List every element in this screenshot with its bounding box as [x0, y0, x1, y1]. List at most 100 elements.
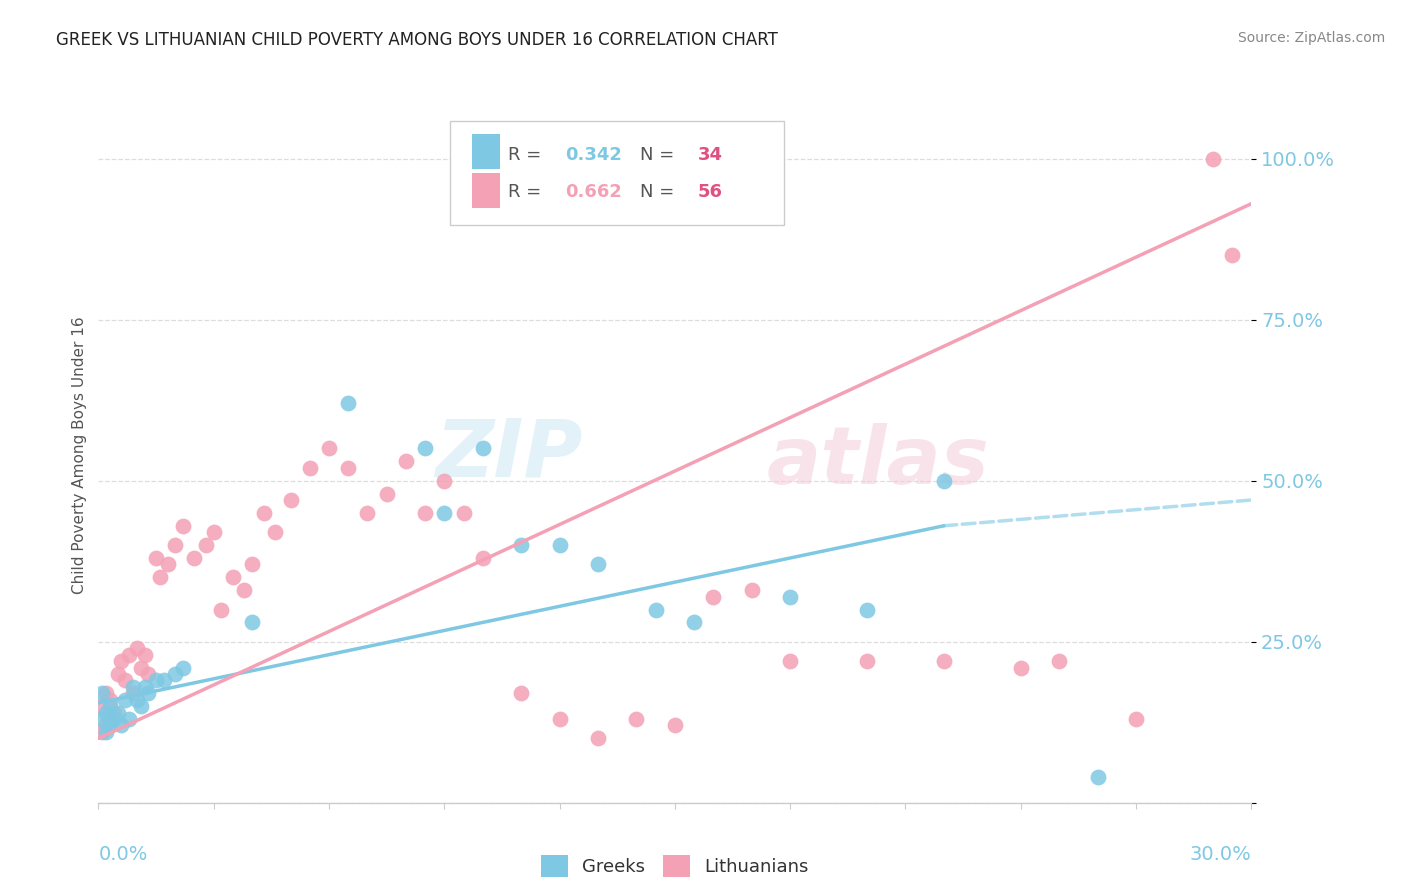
Text: GREEK VS LITHUANIAN CHILD POVERTY AMONG BOYS UNDER 16 CORRELATION CHART: GREEK VS LITHUANIAN CHILD POVERTY AMONG …: [56, 31, 778, 49]
Point: [195, 538, 218, 552]
Point: [110, 718, 132, 732]
Point: [98, 712, 121, 726]
Point: [1087, 770, 1109, 784]
Point: [413, 442, 436, 456]
Point: [129, 660, 152, 674]
Point: [548, 538, 571, 552]
Point: [626, 712, 648, 726]
Point: [134, 680, 156, 694]
Point: [1220, 248, 1243, 262]
Point: [453, 506, 475, 520]
Point: [318, 442, 340, 456]
Point: [91, 712, 114, 726]
Text: 34: 34: [697, 146, 723, 164]
Text: atlas: atlas: [768, 423, 990, 501]
Point: [145, 673, 167, 688]
Point: [356, 506, 378, 520]
Point: [375, 486, 398, 500]
Point: [1010, 660, 1032, 674]
Point: [138, 686, 160, 700]
Point: [165, 667, 187, 681]
Point: [152, 673, 174, 688]
Point: [172, 518, 194, 533]
Text: 0.662: 0.662: [565, 183, 623, 201]
Point: [98, 699, 121, 714]
Point: [172, 660, 194, 674]
FancyBboxPatch shape: [472, 134, 499, 169]
Point: [1125, 712, 1147, 726]
Point: [110, 654, 132, 668]
Point: [433, 506, 456, 520]
Text: ZIP: ZIP: [436, 416, 582, 494]
Text: 30.0%: 30.0%: [1189, 845, 1251, 863]
Point: [91, 686, 114, 700]
Point: [664, 718, 686, 732]
Point: [548, 712, 571, 726]
Point: [240, 558, 263, 572]
Point: [183, 551, 205, 566]
Point: [298, 460, 321, 475]
Point: [122, 680, 145, 694]
Point: [94, 725, 117, 739]
Point: [209, 602, 232, 616]
FancyBboxPatch shape: [450, 121, 785, 226]
Point: [118, 712, 141, 726]
Point: [107, 667, 129, 681]
Point: [683, 615, 706, 630]
Point: [233, 583, 256, 598]
Point: [94, 718, 117, 732]
Point: [337, 396, 360, 410]
Text: Source: ZipAtlas.com: Source: ZipAtlas.com: [1237, 31, 1385, 45]
Point: [240, 615, 263, 630]
Point: [103, 706, 125, 720]
Point: [125, 692, 148, 706]
Point: [856, 602, 879, 616]
Point: [98, 718, 121, 732]
Point: [129, 699, 152, 714]
Text: R =: R =: [508, 183, 547, 201]
Point: [134, 648, 156, 662]
Point: [222, 570, 245, 584]
Point: [98, 692, 121, 706]
Point: [644, 602, 666, 616]
Point: [118, 648, 141, 662]
Text: 56: 56: [697, 183, 723, 201]
Text: 0.342: 0.342: [565, 146, 623, 164]
Point: [202, 525, 225, 540]
Y-axis label: Child Poverty Among Boys Under 16: Child Poverty Among Boys Under 16: [72, 316, 87, 594]
Point: [91, 699, 114, 714]
Point: [156, 558, 179, 572]
Text: 0.0%: 0.0%: [98, 845, 148, 863]
Point: [932, 654, 955, 668]
Point: [779, 654, 801, 668]
Point: [586, 558, 609, 572]
Point: [145, 551, 167, 566]
Point: [779, 590, 801, 604]
Point: [856, 654, 879, 668]
Point: [1202, 152, 1225, 166]
Point: [149, 570, 172, 584]
Point: [138, 667, 160, 681]
Text: R =: R =: [508, 146, 547, 164]
Point: [510, 686, 533, 700]
Point: [94, 706, 117, 720]
Point: [932, 474, 955, 488]
Point: [741, 583, 763, 598]
Point: [253, 506, 276, 520]
Point: [471, 442, 494, 456]
Legend: Greeks, Lithuanians: Greeks, Lithuanians: [533, 847, 817, 884]
Point: [125, 641, 148, 656]
Text: N =: N =: [640, 146, 681, 164]
Point: [107, 706, 129, 720]
FancyBboxPatch shape: [472, 173, 499, 208]
Point: [114, 692, 136, 706]
Text: N =: N =: [640, 183, 681, 201]
Point: [433, 474, 456, 488]
Point: [114, 673, 136, 688]
Point: [91, 725, 114, 739]
Point: [702, 590, 724, 604]
Point: [586, 731, 609, 746]
Point: [510, 538, 533, 552]
Point: [280, 493, 302, 508]
Point: [165, 538, 187, 552]
